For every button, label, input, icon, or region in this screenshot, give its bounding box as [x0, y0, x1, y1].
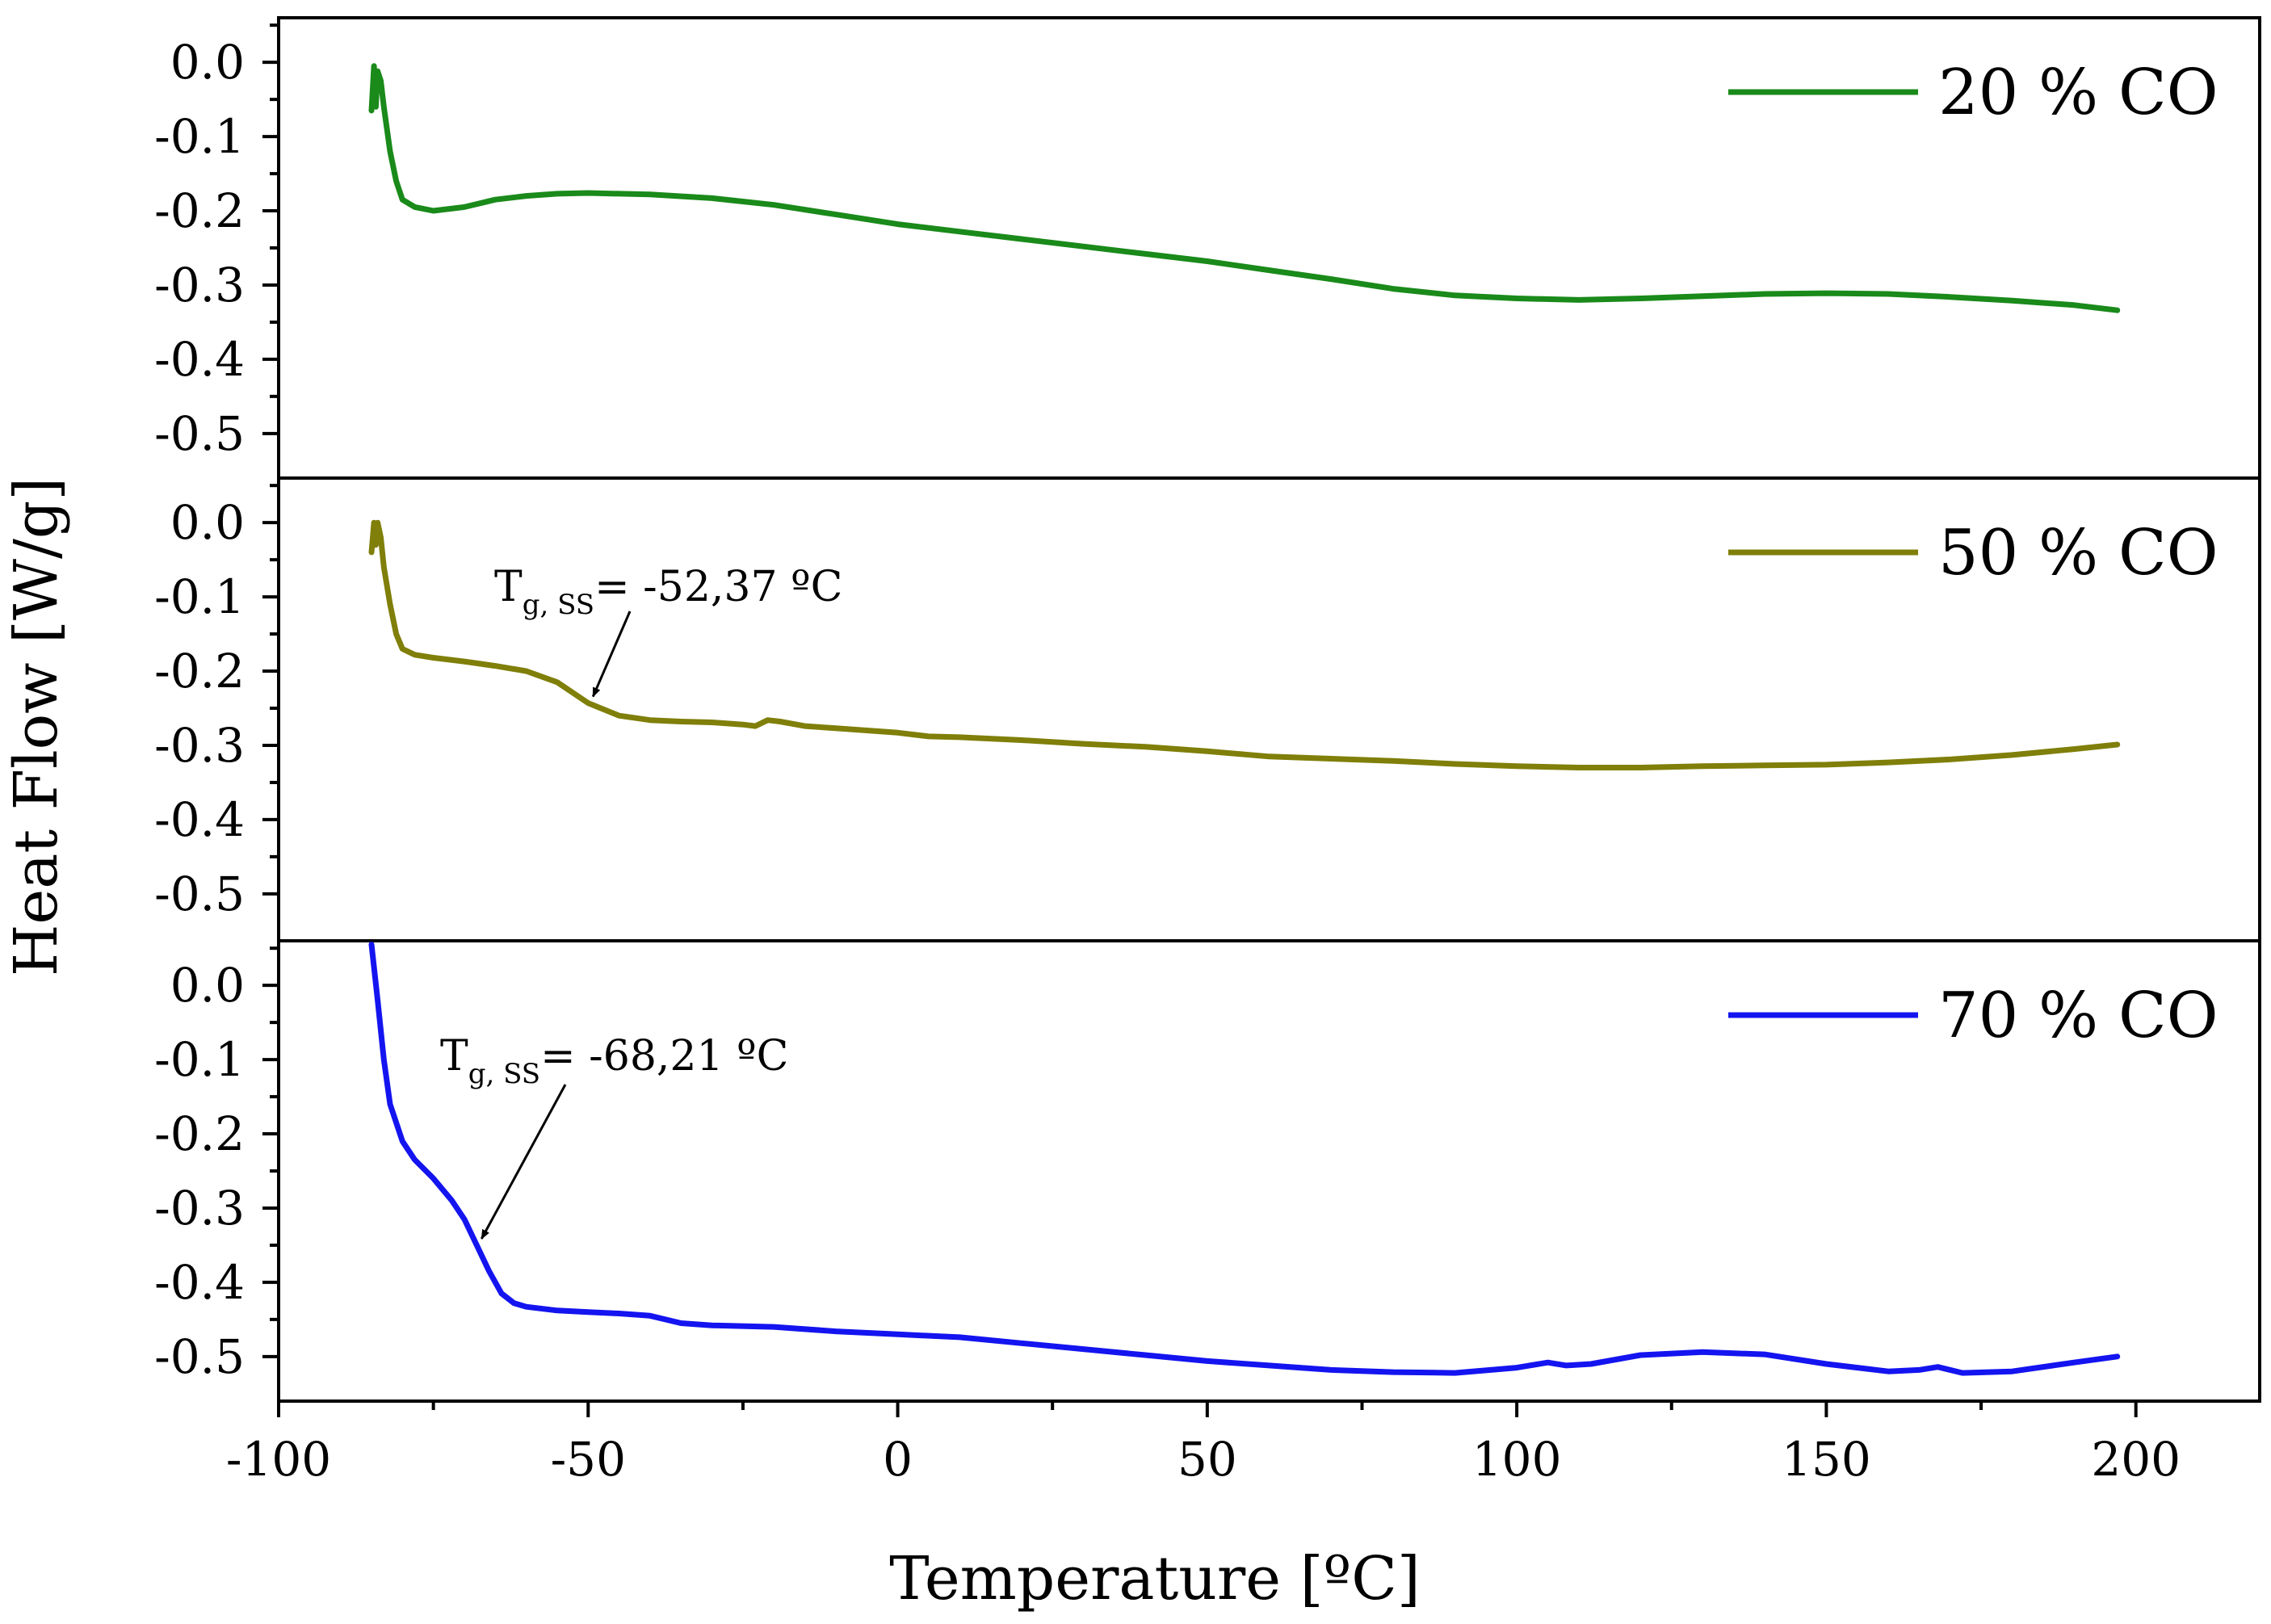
panel-3: 0.0 -0.1 -0.2 -0.3 -0.4 -0.5 70 % CO Tg, SS= -6…	[154, 942, 2219, 1384]
y-tick-label: -0.5	[154, 406, 245, 461]
legend-label: 70 % CO	[1938, 980, 2219, 1052]
x-tick-label: 200	[2091, 1432, 2181, 1487]
x-axis: -100 -50 0 50 100 150 200	[226, 1401, 2181, 1487]
y-tick-label: -0.3	[154, 1181, 245, 1236]
x-tick-label: -50	[551, 1432, 626, 1487]
y-tick-label: -0.3	[154, 718, 245, 773]
y-tick-label: -0.2	[154, 183, 245, 238]
x-tick-label: 0	[883, 1432, 913, 1487]
y-tick-label: -0.2	[154, 644, 245, 699]
y-tick-label: -0.1	[154, 569, 245, 624]
series-line	[368, 942, 2121, 1376]
annotation-arrow	[591, 611, 632, 698]
y-tick-label: -0.3	[154, 258, 245, 313]
y-tick-label: -0.5	[154, 867, 245, 921]
series-line	[368, 63, 2121, 313]
x-tick-label: 100	[1472, 1432, 1562, 1487]
y-tick-label: -0.1	[154, 1032, 245, 1087]
y-tick-label: -0.4	[154, 332, 245, 387]
y-tick-label: 0.0	[170, 35, 245, 90]
x-tick-label: -100	[226, 1432, 331, 1487]
y-tick-label: -0.4	[154, 792, 245, 847]
x-tick-label: 150	[1782, 1432, 1871, 1487]
panel-2: 0.0 -0.1 -0.2 -0.3 -0.4 -0.5 50 % CO Tg, SS= -5…	[154, 484, 2219, 921]
x-axis-label: Temperature [ºC]	[889, 1544, 1420, 1614]
tg-annotation: Tg, SS= -68,21 ºC	[440, 1032, 788, 1090]
plot-area: 0.0 -0.1 -0.2 -0.3 -0.4 -0.5 20 % CO 0.0 -0.1 -0.…	[154, 16, 2261, 1403]
y-tick-label: -0.4	[154, 1255, 245, 1310]
legend-label: 20 % CO	[1938, 57, 2219, 129]
y-tick-label: -0.5	[154, 1329, 245, 1384]
tg-annotation: Tg, SS= -52,37 ºC	[494, 563, 842, 621]
y-tick-label: 0.0	[170, 495, 245, 550]
y-tick-label: -0.1	[154, 109, 245, 164]
annotation-arrow	[480, 1084, 567, 1240]
legend-label: 50 % CO	[1938, 517, 2219, 590]
series-line	[368, 519, 2121, 770]
y-tick-label: -0.2	[154, 1106, 245, 1161]
x-tick-label: 50	[1177, 1432, 1237, 1487]
panel-1: 0.0 -0.1 -0.2 -0.3 -0.4 -0.5 20 % CO	[154, 23, 2219, 461]
y-tick-label: 0.0	[170, 958, 245, 1013]
y-axis-label: Heat Flow [W/g]	[2, 477, 71, 976]
